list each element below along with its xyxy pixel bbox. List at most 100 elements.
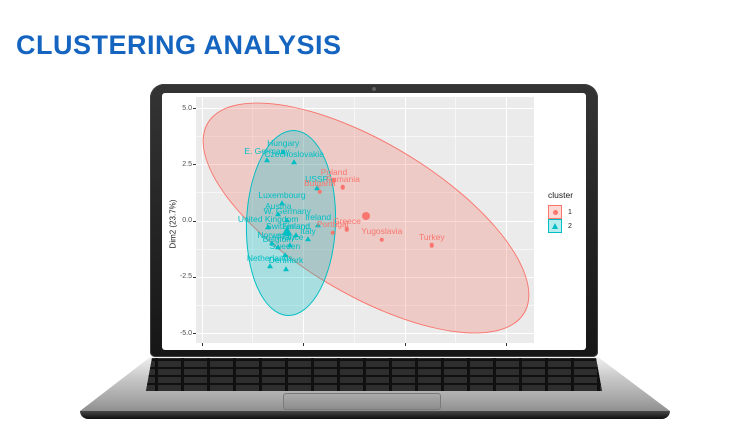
label-portugal: Portugal <box>316 219 349 230</box>
data-point-sweden <box>281 252 288 257</box>
data-point-portugal <box>330 230 335 236</box>
label-belgium: Belgium <box>262 233 294 244</box>
data-point-ussr <box>313 185 320 191</box>
gridline-minor <box>196 192 534 194</box>
y-axis-tick <box>192 164 196 166</box>
label-w-germany: W. Germany <box>263 206 311 217</box>
label-turkey: Turkey <box>418 231 445 242</box>
label-netherlands: Netherlands <box>246 252 293 263</box>
y-axis-tick-label: 2.5 <box>182 160 192 168</box>
data-point-ireland <box>315 222 322 228</box>
legend-key-cluster-1: 1 <box>548 205 586 219</box>
data-point-w-germany <box>284 217 291 223</box>
data-point-switzerland <box>285 231 292 237</box>
data-point-netherlands <box>266 263 273 269</box>
label-sweden: Sweden <box>269 241 301 252</box>
data-point-austria <box>275 211 282 217</box>
label-rumania: Rumania <box>325 173 360 184</box>
gridline-major <box>506 97 507 343</box>
page-title: CLUSTERING ANALYSIS <box>16 30 342 60</box>
data-point-poland <box>331 177 337 183</box>
legend: cluster 1 2 <box>548 190 586 233</box>
plot-panel: Hungary E. Germany Czechoslovakia USSR Luxem… <box>196 97 534 343</box>
gridline-minor <box>196 304 534 306</box>
data-point-united-kingdom <box>265 224 272 230</box>
cluster-2-centroid <box>281 225 292 235</box>
label-e-germany: E. Germany <box>244 146 290 157</box>
y-axis-tick <box>192 108 196 109</box>
data-point-belgium <box>274 244 281 250</box>
y-axis-tick-label: -5.0 <box>179 329 192 337</box>
y-axis-tick <box>192 276 196 278</box>
label-austria: Austria <box>265 200 292 211</box>
gridline-major <box>196 108 534 109</box>
data-point-turkey <box>429 242 435 248</box>
data-point-bulgaria <box>317 189 322 194</box>
x-axis-tick <box>506 343 507 346</box>
label-denmark: Denmark <box>268 255 304 266</box>
y-axis-tick-label: -2.5 <box>179 273 192 281</box>
data-point-e-germany <box>263 157 270 163</box>
gridline-major <box>404 97 406 343</box>
label-luxembourg: Luxembourg <box>258 189 306 200</box>
cluster-1-centroid <box>362 212 371 221</box>
label-greece: Greece <box>333 215 361 226</box>
laptop-base-edge <box>80 411 670 419</box>
label-switzerland: Switzerland <box>266 220 311 231</box>
gridline-major <box>196 276 534 278</box>
label-bulgaria: Bulgaria <box>304 178 336 189</box>
gridline-major <box>196 164 534 166</box>
data-point-france <box>287 242 294 248</box>
label-finland: Finland <box>282 221 311 232</box>
data-point-yugoslavia <box>379 237 385 243</box>
data-point-hungary <box>280 149 287 155</box>
data-point-denmark <box>283 266 290 272</box>
y-axis-tick-label: 0.0 <box>182 217 192 224</box>
webcam-icon <box>372 87 376 91</box>
data-point-czechoslovakia <box>291 159 298 165</box>
laptop-base <box>80 357 670 411</box>
data-point-luxembourg <box>278 200 285 206</box>
laptop-screen: Dim2 (23.7%) Hungary E. Germany Czechoslov… <box>162 93 586 350</box>
gridline-major <box>303 97 304 343</box>
x-axis-tick <box>404 343 406 346</box>
label-ireland: Ireland <box>305 211 332 222</box>
label-italy: Italy <box>300 225 316 236</box>
y-axis-tick <box>192 220 196 222</box>
cluster-2-marker-icon <box>548 219 562 233</box>
x-axis-tick <box>201 343 203 346</box>
legend-label: 2 <box>568 222 572 230</box>
y-axis-tick <box>192 333 196 334</box>
label-hungary: Hungary <box>267 138 300 149</box>
laptop-keyboard <box>146 358 602 391</box>
laptop-trackpad <box>283 393 441 410</box>
data-point-italy <box>304 236 311 242</box>
cluster-1-marker-icon <box>548 205 562 219</box>
data-point-rumania <box>340 184 346 190</box>
data-point-finland <box>293 232 300 238</box>
gridline-minor <box>353 97 355 343</box>
gridline-major <box>196 220 534 222</box>
label-ussr: USSR <box>305 174 329 185</box>
laptop-screen-bezel: Dim2 (23.7%) Hungary E. Germany Czechoslov… <box>150 84 598 357</box>
legend-title: cluster <box>548 190 574 200</box>
gridline-minor <box>196 248 534 250</box>
gridline-minor <box>196 136 534 138</box>
label-czechoslovakia: Czechoslovakia <box>264 148 324 159</box>
data-point-norway <box>268 240 275 246</box>
gridline-minor <box>252 97 254 343</box>
gridline-major <box>196 333 534 334</box>
gridline-minor <box>455 97 457 343</box>
data-point-greece <box>344 226 350 232</box>
label-poland: Poland <box>320 166 348 177</box>
label-norway: Norway <box>257 229 287 240</box>
legend-key-cluster-2: 2 <box>548 219 586 233</box>
label-united-kingdom: United Kingdom <box>237 213 299 224</box>
label-france: France <box>276 231 304 242</box>
y-axis-tick-label: 5.0 <box>182 104 192 112</box>
legend-label: 1 <box>568 208 572 216</box>
gridline-major <box>201 97 203 343</box>
x-axis-tick <box>303 343 304 346</box>
label-yugoslavia: Yugoslavia <box>361 226 403 237</box>
